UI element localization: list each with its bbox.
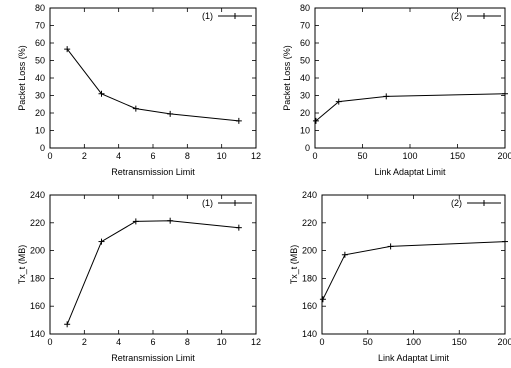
- x-tick-label: 0: [319, 337, 324, 347]
- data-point: [167, 217, 174, 224]
- chart-1: 0 2 4 6 8 10 12 0 10 20 30 40 50 60 70 80 Retransmission…: [17, 3, 261, 177]
- y-tick-label: 140: [302, 329, 317, 339]
- y-tick-label: 60: [300, 38, 310, 48]
- x-tick-label: 2: [82, 337, 87, 347]
- x-tick-label: 200: [497, 337, 511, 347]
- x-tick-label: 6: [150, 337, 155, 347]
- x-tick-label: 50: [357, 151, 367, 161]
- y-tick-label: 220: [30, 218, 45, 228]
- data-point: [502, 90, 508, 97]
- data-point: [319, 296, 326, 303]
- data-point: [341, 251, 348, 258]
- y-tick-label: 60: [35, 38, 45, 48]
- x-axis-title: Link Adaptat Limit: [378, 353, 450, 363]
- legend-label: (1): [202, 198, 213, 208]
- series-line: [66, 48, 239, 122]
- series-line: [322, 241, 506, 300]
- y-tick-label: 30: [300, 91, 310, 101]
- y-axis-title: Packet Loss (%): [17, 45, 27, 111]
- series-line: [66, 220, 239, 325]
- y-tick-label: 20: [35, 108, 45, 118]
- x-tick-label: 100: [402, 151, 417, 161]
- data-point: [98, 238, 105, 245]
- x-tick-label: 100: [406, 337, 421, 347]
- chart-2: 0 50 100 150 200 0 10 20 30 40 50 60 70 80 Link Adapta…: [282, 3, 511, 177]
- data-point: [98, 90, 105, 97]
- x-tick-label: 8: [185, 337, 190, 347]
- y-tick-label: 220: [302, 218, 317, 228]
- plot-frame: [321, 194, 506, 335]
- y-tick-label: 180: [30, 273, 45, 283]
- x-axis-title: Link Adaptat Limit: [374, 167, 446, 177]
- y-tick-label: 0: [305, 143, 310, 153]
- data-point: [235, 224, 242, 231]
- plot-frame: [314, 7, 506, 149]
- y-tick-label: 40: [35, 73, 45, 83]
- x-tick-label: 150: [452, 337, 467, 347]
- y-axis-title: Packet Loss (%): [282, 45, 292, 111]
- x-tick-label: 150: [450, 151, 465, 161]
- y-tick-label: 70: [300, 21, 310, 31]
- plot-frame: [49, 194, 257, 335]
- x-axis-title: Retransmission Limit: [111, 353, 195, 363]
- y-tick-label: 10: [35, 126, 45, 136]
- y-tick-label: 50: [300, 56, 310, 66]
- data-point: [383, 93, 390, 100]
- y-tick-label: 240: [30, 190, 45, 200]
- x-tick-label: 4: [116, 151, 121, 161]
- y-tick-label: 10: [300, 126, 310, 136]
- data-point: [387, 243, 394, 250]
- x-tick-label: 10: [217, 151, 227, 161]
- y-tick-label: 50: [35, 56, 45, 66]
- y-tick-label: 80: [35, 3, 45, 13]
- x-tick-label: 10: [217, 337, 227, 347]
- y-tick-label: 0: [40, 143, 45, 153]
- chart-4: 0 50 100 150 200 140 160 180 200 220 240 Link Adapt…: [289, 190, 511, 363]
- series-line: [315, 93, 506, 122]
- x-tick-label: 4: [116, 337, 121, 347]
- data-point: [64, 46, 71, 53]
- y-tick-label: 200: [302, 246, 317, 256]
- x-tick-label: 6: [150, 151, 155, 161]
- data-point: [335, 98, 342, 105]
- x-tick-label: 12: [251, 337, 261, 347]
- y-axis-title: Tx_t (MB): [289, 245, 299, 285]
- y-axis-title: Tx_t (MB): [17, 245, 27, 285]
- chart-3: 0 2 4 6 8 10 12 140 160 180 200 220 240 Retransmissio…: [17, 190, 261, 363]
- legend-label: (2): [451, 198, 462, 208]
- x-tick-label: 2: [82, 151, 87, 161]
- y-tick-label: 80: [300, 3, 310, 13]
- data-point: [312, 117, 319, 124]
- y-tick-label: 160: [30, 301, 45, 311]
- x-tick-label: 0: [312, 151, 317, 161]
- x-tick-label: 12: [251, 151, 261, 161]
- data-point: [132, 105, 139, 112]
- x-tick-label: 200: [497, 151, 511, 161]
- legend-label: (1): [202, 11, 213, 21]
- y-tick-label: 240: [302, 190, 317, 200]
- y-tick-label: 180: [302, 273, 317, 283]
- y-tick-label: 200: [30, 246, 45, 256]
- y-tick-label: 40: [300, 73, 310, 83]
- x-tick-label: 50: [363, 337, 373, 347]
- x-tick-label: 8: [185, 151, 190, 161]
- x-axis-title: Retransmission Limit: [111, 167, 195, 177]
- y-tick-label: 70: [35, 21, 45, 31]
- y-tick-label: 20: [300, 108, 310, 118]
- data-point: [502, 238, 508, 245]
- plot-frame: [49, 7, 257, 149]
- y-tick-label: 160: [302, 301, 317, 311]
- x-tick-label: 0: [47, 151, 52, 161]
- x-tick-label: 0: [47, 337, 52, 347]
- data-point: [64, 321, 71, 328]
- y-tick-label: 30: [35, 91, 45, 101]
- data-point: [235, 117, 242, 124]
- data-point: [167, 110, 174, 117]
- y-tick-label: 140: [30, 329, 45, 339]
- data-point: [132, 218, 139, 225]
- legend-label: (2): [451, 11, 462, 21]
